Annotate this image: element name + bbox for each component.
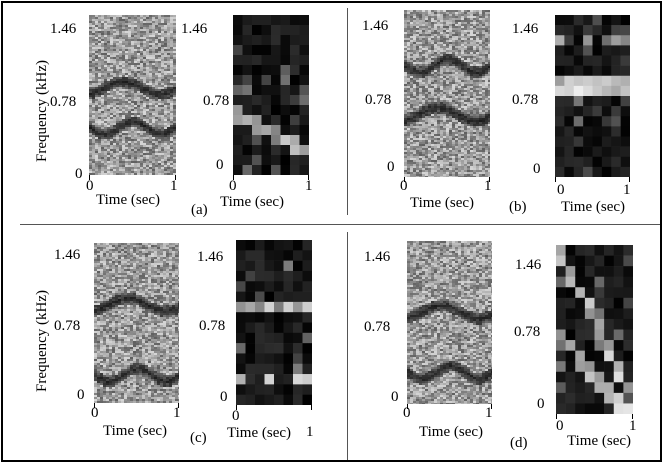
panel-b-mod-xtick-0: [555, 177, 556, 182]
panel-a-mod-ytick-bottom: 0: [216, 157, 224, 173]
panel-d-spec-xticklabel-0: 0: [403, 405, 411, 421]
horizontal-divider: [20, 224, 660, 225]
panel-c-mod-xtick-0: [236, 405, 237, 410]
panel-a-modulation-map: [233, 15, 309, 175]
panel-b-mod-xticklabel-1: 1: [623, 182, 631, 198]
panel-a-spec-xticklabel-0: 0: [86, 178, 94, 194]
panel-a-label: (a): [191, 202, 208, 218]
panel-d-mod-xticklabel-0: 0: [556, 418, 564, 434]
panel-b-spec-ytick-bottom: 0: [387, 159, 395, 175]
vertical-divider-bottom: [347, 232, 348, 460]
panel-d-mod-xtick-1: [632, 414, 633, 419]
panel-a-spec-ytick-mid: 0.78: [50, 94, 77, 110]
vertical-divider-top: [347, 8, 348, 215]
panel-b-spec-xtick-0: [404, 177, 405, 182]
panel-b-spectrogram: [404, 10, 490, 177]
panel-b-mod-xtick-1: [629, 177, 630, 182]
panel-c-label: (c): [190, 430, 207, 446]
panel-b-mod-ytick-mid: 0.78: [512, 92, 539, 108]
panel-b-spec-xtick-1: [489, 177, 490, 182]
panel-d-modulation-map: [556, 245, 633, 414]
panel-c-spec-ytick-bottom: 0: [77, 387, 85, 403]
panel-a-spectrogram: [89, 15, 176, 175]
panel-b-spec-ytick-top: 1.46: [362, 18, 389, 34]
panel-a-spec-xticklabel-1: 1: [170, 178, 178, 194]
panel-a-spec-xtick-0: [89, 175, 90, 180]
panel-d-spec-xlabel: Time (sec): [419, 424, 484, 440]
panel-a-mod-xticklabel-0: 0: [229, 178, 237, 194]
panel-b-mod-xlabel: Time (sec): [561, 199, 626, 215]
panel-c-ylabel: Frequency (kHz): [34, 289, 50, 392]
panel-c-modulation-map: [236, 240, 312, 405]
panel-c-mod-xticklabel-0: 0: [232, 408, 240, 424]
panel-c-spec-xlabel: Time (sec): [103, 423, 168, 439]
panel-a-mod-xticklabel-1: 1: [305, 178, 313, 194]
panel-d-mod-ytick-mid: 0.78: [514, 324, 541, 340]
panel-a-mod-xtick-0: [233, 175, 234, 180]
panel-b-spec-xticklabel-0: 0: [400, 178, 408, 194]
panel-c-spec-xtick-1: [178, 403, 179, 408]
panel-d-spec-ytick-top: 1.46: [364, 249, 391, 265]
panel-c-mod-xticklabel-1: 1: [306, 424, 314, 440]
panel-c-spectrogram: [94, 243, 179, 403]
panel-a-spec-xtick-1: [175, 175, 176, 180]
panel-a-spec-xlabel: Time (sec): [96, 192, 161, 208]
panel-d-label: (d): [510, 435, 528, 451]
panel-b-spec-ytick-mid: 0.78: [365, 92, 392, 108]
panel-c-spec-ytick-mid: 0.78: [54, 318, 81, 334]
panel-a-mod-ytick-top: 1.46: [181, 21, 208, 37]
panel-d-mod-xlabel: Time (sec): [567, 433, 632, 449]
panel-c-mod-ytick-top: 1.46: [197, 249, 224, 265]
panel-a-mod-xtick-1: [308, 175, 309, 180]
panel-b-label: (b): [509, 199, 527, 215]
panel-d-mod-xtick-0: [556, 414, 557, 419]
panel-c-mod-ytick-mid: 0.78: [199, 318, 226, 334]
panel-d-spec-ytick-bottom: 0: [391, 389, 399, 405]
panel-d-spectrogram: [407, 241, 492, 404]
panel-a-ylabel: Frequency (kHz): [34, 59, 50, 162]
panel-c-mod-ytick-bottom: 0: [220, 389, 228, 405]
panel-b-mod-xticklabel-0: 0: [557, 182, 565, 198]
panel-d-spec-ytick-mid: 0.78: [364, 319, 391, 335]
panel-a-mod-xlabel: Time (sec): [220, 194, 285, 210]
panel-b-spec-xlabel: Time (sec): [410, 195, 475, 211]
panel-b-modulation-map: [555, 15, 630, 177]
panel-d-mod-xticklabel-1: 1: [629, 418, 637, 434]
panel-d-mod-ytick-top: 1.46: [515, 257, 542, 273]
panel-a-spec-ytick-top: 1.46: [50, 21, 77, 37]
panel-b-mod-ytick-top: 1.46: [512, 21, 539, 37]
panel-c-spec-xticklabel-0: 0: [91, 405, 99, 421]
panel-a-spec-ytick-bottom: 0: [75, 166, 83, 182]
panel-c-spec-ytick-top: 1.46: [54, 247, 81, 263]
panel-d-spec-xtick-0: [407, 404, 408, 409]
panel-c-mod-xlabel: Time (sec): [227, 425, 292, 441]
panel-d-mod-ytick-bottom: 0: [537, 396, 545, 412]
panel-c-spec-xtick-0: [94, 403, 95, 408]
panel-b-spec-xticklabel-1: 1: [484, 178, 492, 194]
panel-c-spec-xticklabel-1: 1: [173, 405, 181, 421]
panel-b-mod-ytick-bottom: 0: [533, 161, 541, 177]
panel-a-mod-ytick-mid: 0.78: [203, 93, 230, 109]
panel-d-spec-xtick-1: [491, 404, 492, 409]
panel-c-mod-xtick-1: [311, 405, 312, 410]
panel-d-spec-xticklabel-1: 1: [485, 405, 493, 421]
